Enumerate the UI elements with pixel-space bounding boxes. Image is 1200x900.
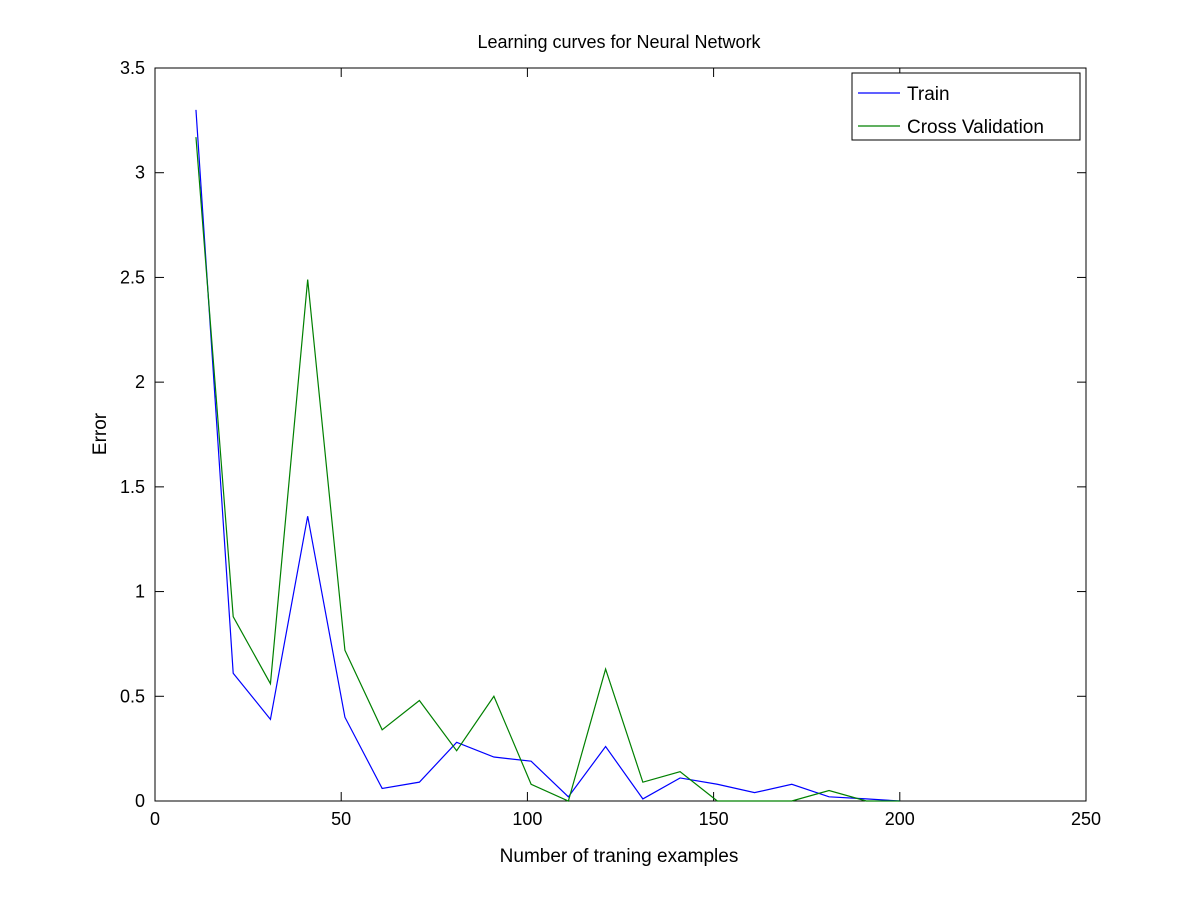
y-tick-label: 1 [135, 582, 145, 602]
legend-box [851, 72, 1081, 141]
x-axis-title: Number of traning examples [500, 846, 739, 867]
y-tick-label: 3 [135, 163, 145, 183]
x-tick-label: 250 [1071, 809, 1101, 829]
y-tick-label: 1.5 [120, 477, 145, 497]
y-axis-title: Error [90, 412, 111, 455]
x-tick-label: 50 [331, 809, 351, 829]
x-tick-label: 200 [885, 809, 915, 829]
legend: Train Cross Validation [851, 72, 1081, 141]
x-tick-label: 100 [512, 809, 542, 829]
series-lines [195, 109, 900, 802]
legend-label-train: Train [907, 84, 950, 105]
y-tick-label: 0 [135, 791, 145, 811]
y-tick-label: 2 [135, 372, 145, 392]
y-tick-label: 0.5 [120, 686, 145, 706]
x-tick-label: 150 [699, 809, 729, 829]
series-line-train [195, 109, 900, 802]
series-line-cross-validation [195, 137, 900, 802]
y-tick-label: 3.5 [120, 58, 145, 78]
legend-label-cross-validation: Cross Validation [907, 117, 1044, 138]
plot-area-frame [154, 67, 1087, 802]
y-tick-label: 2.5 [120, 267, 145, 287]
chart-title: Learning curves for Neural Network [477, 32, 761, 52]
axis-ticks: 0 50 100 150 200 250 0 0.5 1 1.5 2 2.5 3 3.5 [120, 58, 1101, 829]
x-tick-label: 0 [150, 809, 160, 829]
